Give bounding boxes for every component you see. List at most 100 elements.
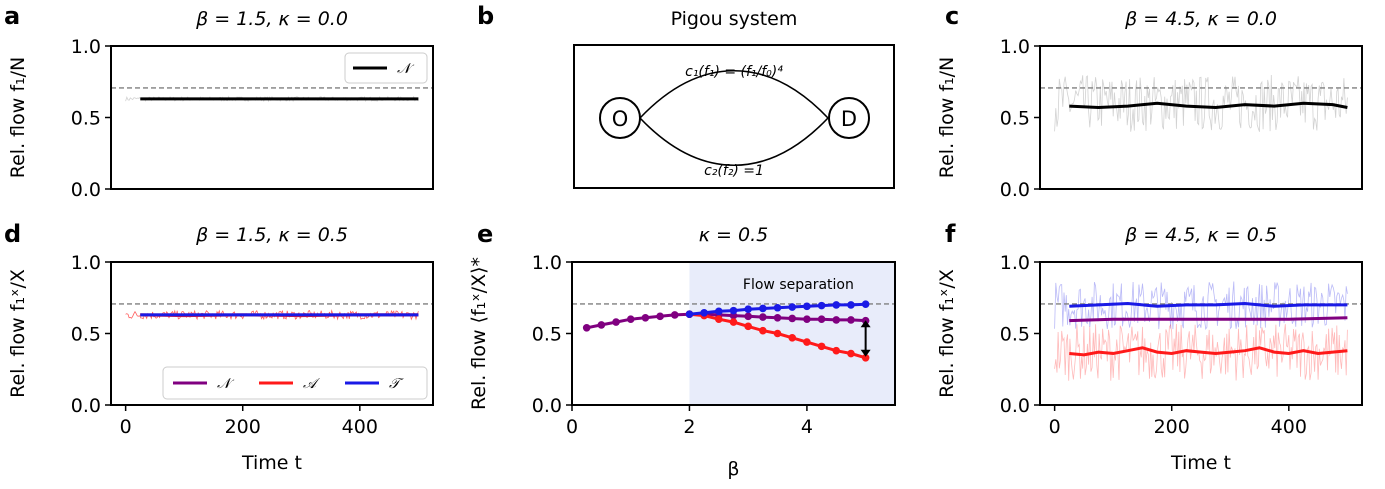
data-point (582, 323, 591, 332)
raw-trajectory-0 (1054, 281, 1348, 330)
data-point (744, 322, 752, 331)
data-point (832, 301, 841, 309)
y-tick-label: 0.0 (71, 395, 101, 417)
data-point (817, 315, 826, 324)
data-point (626, 315, 635, 324)
data-point (817, 342, 826, 351)
y-axis-label: Rel. flow f₁/N (936, 57, 958, 179)
pigou-schematic: Pigou system O D c₁(f₁) = (f₁/f₀)⁴ c₂(f₂… (573, 8, 895, 189)
x-tick-label: 0 (120, 416, 132, 438)
data-point (759, 313, 767, 321)
data-point (803, 338, 811, 346)
route-1-edge (639, 69, 829, 119)
destination-label: D (841, 107, 857, 131)
x-tick-label: 4 (801, 416, 813, 438)
legend-label: 𝒜 (303, 376, 320, 392)
x-axis-label: Time t (241, 452, 302, 474)
panel-label-d: d (4, 220, 21, 248)
y-tick-label: 1.0 (1000, 36, 1030, 58)
chart-d: 0.0 0.5 1.0 0 200 400 β = 1.5, κ = 0.5 Time t Re… (7, 224, 434, 474)
plot-frame (1039, 45, 1363, 190)
destination-node (828, 97, 870, 139)
data-point (670, 311, 679, 319)
data-point (788, 303, 797, 311)
chart-title: κ = 0.5 (699, 224, 768, 246)
y-tick-label: 0.0 (71, 179, 101, 201)
y-tick-label: 0.0 (532, 395, 562, 417)
y-tick-label: 1.0 (71, 252, 101, 274)
series-line-𝒜-1 (1069, 346, 1348, 357)
x-tick-label: 400 (342, 416, 378, 438)
panel-label-e: e (477, 220, 493, 248)
chart-f: 0.0 0.5 1.0 0 200 400 β = 4.5, κ = 0.5 Time t Re… (936, 224, 1363, 474)
series-line-𝒩-0 (1069, 316, 1348, 323)
x-axis-label: Time t (1170, 452, 1231, 474)
chart-e: Flow separation 0.0 0.5 1.0 0 2 4 κ = 0.5 β Rel. … (468, 224, 896, 480)
series-line-avg-0 (1069, 101, 1348, 110)
data-point (861, 354, 870, 362)
data-point (641, 313, 650, 322)
data-point (832, 346, 841, 355)
chart-c: 0.0 0.5 1.0 β = 4.5, κ = 0.0 Rel. flow f₁/N (936, 8, 1363, 201)
data-point (759, 304, 767, 313)
schematic-frame (573, 44, 895, 189)
chart-title: β = 4.5, κ = 0.5 (1124, 224, 1277, 246)
arrow-head-down (860, 349, 871, 357)
data-point (773, 329, 782, 338)
data-point (759, 326, 767, 335)
y-axis-label: Rel. flow f₁ˣ/X (936, 269, 958, 398)
cost-route-1: c₁(f₁) = (f₁/f₀)⁴ (685, 64, 783, 80)
data-point (773, 303, 782, 312)
series-line-𝒯-2 (1069, 301, 1348, 308)
panel-label-b: b (477, 2, 494, 30)
x-tick-label: 200 (1154, 416, 1190, 438)
data-point (847, 301, 855, 309)
data-point (832, 316, 841, 324)
panel-label-c: c (945, 2, 959, 30)
raw-trajectory-1 (1054, 323, 1348, 381)
data-point (788, 333, 797, 342)
data-point (847, 316, 855, 324)
x-tick-label: 0 (566, 416, 578, 438)
schematic-title: Pigou system (671, 8, 798, 30)
data-point (803, 302, 811, 311)
y-tick-label: 0.5 (532, 324, 562, 346)
chart-title: β = 1.5, κ = 0.5 (195, 224, 348, 246)
flow-separation-region (689, 262, 895, 405)
y-tick-label: 1.0 (1000, 252, 1030, 274)
data-point (700, 308, 708, 317)
chart-title: β = 1.5, κ = 0.0 (195, 8, 348, 30)
data-point (656, 312, 664, 321)
y-tick-label: 0.5 (71, 324, 101, 346)
y-tick-label: 0.0 (1000, 179, 1030, 201)
arrow-head-up (860, 320, 871, 328)
y-tick-label: 0.0 (1000, 395, 1030, 417)
y-axis-label: Rel. flow ⟨f₁ˣ/X⟩* (468, 257, 490, 410)
x-tick-label: 0 (1049, 416, 1061, 438)
data-point (744, 305, 752, 313)
plot-frame (1039, 261, 1363, 406)
raw-trajectory (1054, 74, 1348, 132)
data-point (715, 315, 723, 324)
y-axis-label: Rel. flow f₁/N (7, 57, 29, 179)
y-tick-label: 0.5 (1000, 108, 1030, 130)
data-point (597, 321, 606, 329)
chart-title: β = 4.5, κ = 0.0 (1124, 8, 1277, 30)
data-point (715, 307, 723, 316)
data-point (612, 318, 620, 326)
panel-label-a: a (4, 2, 20, 30)
x-tick-label: 400 (1271, 416, 1307, 438)
panel-label-f: f (945, 220, 956, 248)
route-2-edge (639, 117, 829, 167)
y-tick-label: 1.0 (71, 36, 101, 58)
y-tick-label: 0.5 (71, 108, 101, 130)
y-tick-label: 1.0 (532, 252, 562, 274)
x-tick-label: 2 (683, 416, 695, 438)
y-tick-label: 0.5 (1000, 324, 1030, 346)
data-point (803, 315, 811, 324)
data-point (729, 318, 738, 326)
data-point (685, 310, 694, 318)
